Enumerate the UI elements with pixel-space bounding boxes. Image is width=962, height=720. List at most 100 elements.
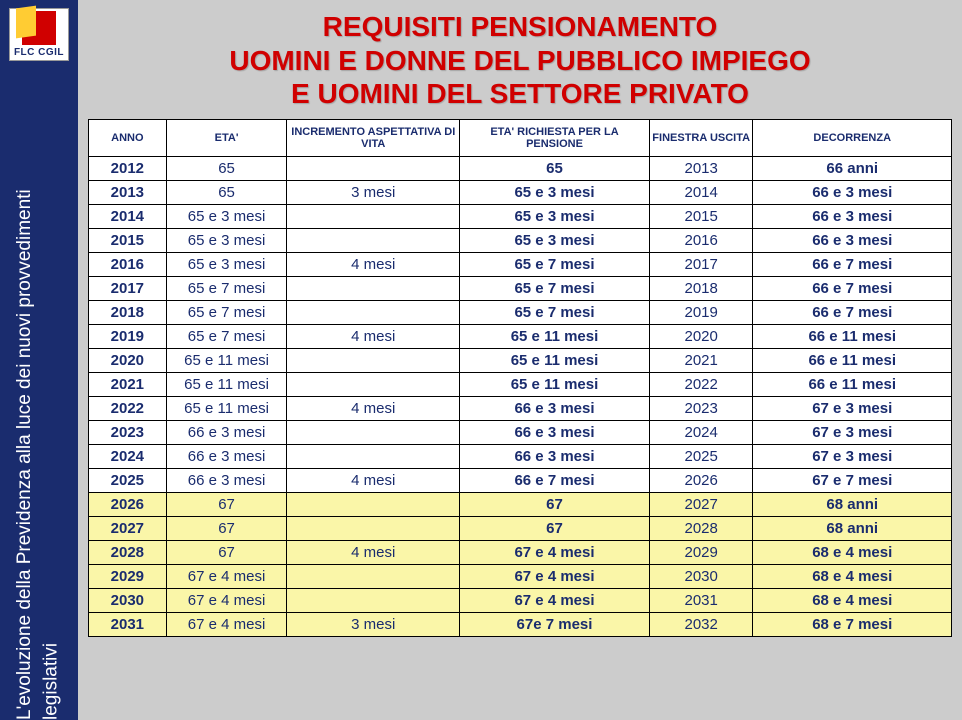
table-row: 201865 e 7 mesi65 e 7 mesi201966 e 7 mes…: [89, 300, 952, 324]
table-cell: 68 e 4 mesi: [753, 540, 952, 564]
table-cell: 65: [166, 180, 287, 204]
title-line-1: REQUISITI PENSIONAMENTO: [88, 10, 952, 44]
table-cell: 2014: [649, 180, 753, 204]
table-cell: 2015: [89, 228, 167, 252]
table-cell: 2020: [89, 348, 167, 372]
table-cell: 2031: [89, 612, 167, 636]
table-cell: 65 e 3 mesi: [166, 228, 287, 252]
table-cell: 2019: [89, 324, 167, 348]
table-cell: 65 e 7 mesi: [460, 276, 650, 300]
sidebar-caption: L'evoluzione della Previdenza alla luce …: [12, 181, 65, 720]
table-cell: 2023: [89, 420, 167, 444]
table-cell: 66 anni: [753, 156, 952, 180]
table-cell: 2016: [649, 228, 753, 252]
table-row: 201665 e 3 mesi4 mesi65 e 7 mesi201766 e…: [89, 252, 952, 276]
table-cell: 2029: [649, 540, 753, 564]
table-header-row: ANNOETA'INCREMENTO ASPETTATIVA DI VITAET…: [89, 119, 952, 156]
table-cell: 2026: [649, 468, 753, 492]
table-cell: 67 e 4 mesi: [460, 540, 650, 564]
logo: FLC CGIL: [9, 8, 69, 61]
table-cell: 67: [460, 516, 650, 540]
table-row: 202566 e 3 mesi4 mesi66 e 7 mesi202667 e…: [89, 468, 952, 492]
table-cell: 65 e 7 mesi: [166, 300, 287, 324]
table-cell: 65 e 3 mesi: [166, 252, 287, 276]
column-header: ANNO: [89, 119, 167, 156]
table-cell: [287, 300, 460, 324]
table-cell: 2014: [89, 204, 167, 228]
table-row: 20276767202868 anni: [89, 516, 952, 540]
table-cell: 67: [166, 516, 287, 540]
column-header: ETA': [166, 119, 287, 156]
table-cell: 65 e 11 mesi: [166, 348, 287, 372]
table-cell: 65: [460, 156, 650, 180]
table-cell: 65 e 3 mesi: [166, 204, 287, 228]
table-row: 203167 e 4 mesi3 mesi67e 7 mesi203268 e …: [89, 612, 952, 636]
table-cell: 67: [460, 492, 650, 516]
table-cell: [287, 276, 460, 300]
table-cell: 2024: [649, 420, 753, 444]
table-cell: 67: [166, 540, 287, 564]
table-cell: 67: [166, 492, 287, 516]
table-cell: 67 e 4 mesi: [166, 564, 287, 588]
table-cell: 66 e 3 mesi: [460, 444, 650, 468]
table-cell: [287, 228, 460, 252]
table-cell: 67 e 3 mesi: [753, 396, 952, 420]
column-header: ETA' RICHIESTA PER LA PENSIONE: [460, 119, 650, 156]
table-cell: 2030: [649, 564, 753, 588]
table-cell: 2021: [649, 348, 753, 372]
table-cell: 2028: [649, 516, 753, 540]
table-cell: 2020: [649, 324, 753, 348]
table-cell: 2030: [89, 588, 167, 612]
table-cell: [287, 372, 460, 396]
table-cell: 3 mesi: [287, 180, 460, 204]
table-cell: 67e 7 mesi: [460, 612, 650, 636]
table-cell: 66 e 3 mesi: [166, 468, 287, 492]
column-header: DECORRENZA: [753, 119, 952, 156]
table-cell: 65 e 11 mesi: [460, 348, 650, 372]
table-cell: 67 e 4 mesi: [460, 588, 650, 612]
table-cell: 67 e 4 mesi: [166, 612, 287, 636]
table-cell: 66 e 3 mesi: [753, 228, 952, 252]
table-cell: 2023: [649, 396, 753, 420]
table-row: 2013653 mesi65 e 3 mesi201466 e 3 mesi: [89, 180, 952, 204]
table-cell: 68 e 4 mesi: [753, 588, 952, 612]
main-content: REQUISITI PENSIONAMENTO UOMINI E DONNE D…: [78, 0, 962, 720]
table-cell: [287, 564, 460, 588]
table-cell: 4 mesi: [287, 324, 460, 348]
table-cell: 65 e 11 mesi: [460, 372, 650, 396]
table-cell: 2031: [649, 588, 753, 612]
table-cell: 66 e 3 mesi: [166, 444, 287, 468]
table-cell: 4 mesi: [287, 252, 460, 276]
table-cell: 2021: [89, 372, 167, 396]
table-cell: 65 e 3 mesi: [460, 180, 650, 204]
page-title: REQUISITI PENSIONAMENTO UOMINI E DONNE D…: [88, 10, 952, 111]
table-cell: 65 e 3 mesi: [460, 204, 650, 228]
column-header: INCREMENTO ASPETTATIVA DI VITA: [287, 119, 460, 156]
table-row: 202967 e 4 mesi67 e 4 mesi203068 e 4 mes…: [89, 564, 952, 588]
table-cell: 2027: [89, 516, 167, 540]
table-cell: 66 e 7 mesi: [460, 468, 650, 492]
table-cell: 65: [166, 156, 287, 180]
table-cell: 2025: [649, 444, 753, 468]
table-cell: 65 e 3 mesi: [460, 228, 650, 252]
logo-icon: [22, 11, 56, 45]
table-cell: 67 e 3 mesi: [753, 420, 952, 444]
table-cell: 66 e 7 mesi: [753, 300, 952, 324]
table-cell: 65 e 7 mesi: [166, 324, 287, 348]
table-cell: 3 mesi: [287, 612, 460, 636]
table-cell: 2018: [649, 276, 753, 300]
table-cell: 66 e 3 mesi: [753, 180, 952, 204]
table-row: 202165 e 11 mesi65 e 11 mesi202266 e 11 …: [89, 372, 952, 396]
title-line-3: E UOMINI DEL SETTORE PRIVATO: [88, 77, 952, 111]
table-cell: [287, 348, 460, 372]
table-cell: 2022: [649, 372, 753, 396]
table-cell: 2024: [89, 444, 167, 468]
pension-table: ANNOETA'INCREMENTO ASPETTATIVA DI VITAET…: [88, 119, 952, 637]
table-cell: 2017: [89, 276, 167, 300]
table-cell: 2016: [89, 252, 167, 276]
sidebar: FLC CGIL L'evoluzione della Previdenza a…: [0, 0, 78, 720]
table-row: 203067 e 4 mesi67 e 4 mesi203168 e 4 mes…: [89, 588, 952, 612]
table-cell: 65 e 7 mesi: [460, 252, 650, 276]
table-cell: 66 e 7 mesi: [753, 252, 952, 276]
table-cell: 2012: [89, 156, 167, 180]
